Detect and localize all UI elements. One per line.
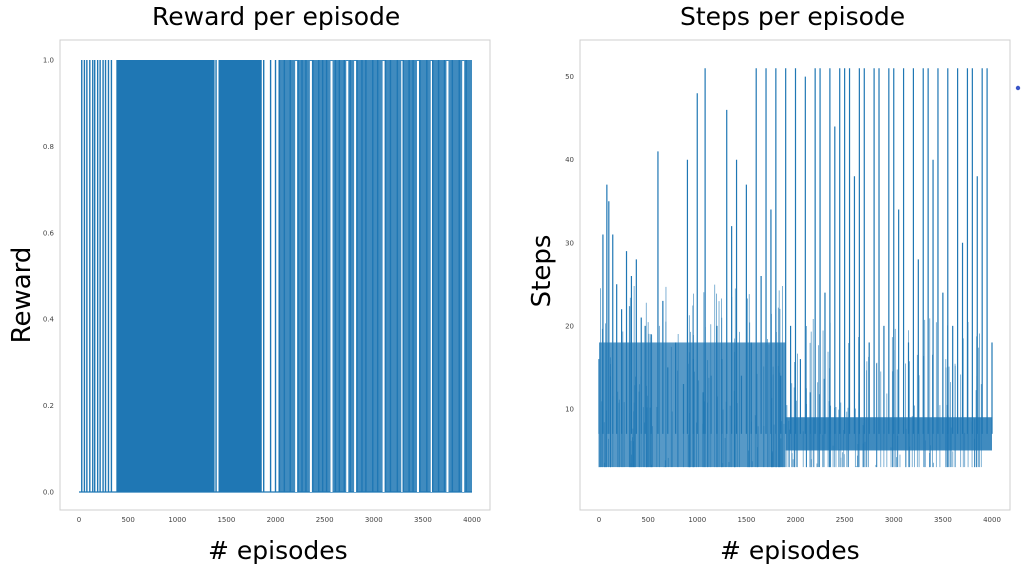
reward-x-tick-0: 0 — [77, 516, 81, 524]
reward-x-tick-6: 3000 — [365, 516, 383, 524]
reward-gap-5 — [382, 61, 385, 492]
reward-gap-9 — [446, 61, 449, 492]
steps-x-tick-5: 2500 — [836, 516, 854, 524]
reward-panel-title: Reward per episode — [152, 2, 401, 31]
reward-gap-10 — [462, 61, 465, 492]
reward-x-tick-7: 3500 — [414, 516, 432, 524]
reward-x-tick-3: 1500 — [217, 516, 235, 524]
steps-y-tick-2: 30 — [565, 239, 574, 247]
steps-x-tick-7: 3500 — [934, 516, 952, 524]
reward-gap-6 — [401, 61, 404, 492]
stray-dot-marker — [1015, 85, 1021, 91]
steps-x-tick-1: 500 — [641, 516, 654, 524]
steps-y-tick-0: 10 — [565, 405, 574, 413]
reward-x-tick-5: 2500 — [316, 516, 334, 524]
steps-x-tick-4: 2000 — [787, 516, 805, 524]
reward-y-tick-5: 1.0 — [43, 57, 54, 65]
steps-frame — [579, 39, 1011, 511]
reward-plot-area: 0.0 0.2 0.4 0.6 0.8 1.0 0 500 1000 1500 2000 2500 30… — [43, 39, 491, 524]
reward-y-tick-1: 0.2 — [43, 402, 54, 410]
reward-x-tick-1: 500 — [121, 516, 134, 524]
reward-y-tick-2: 0.4 — [43, 316, 55, 324]
reward-x-tick-2: 1000 — [168, 516, 186, 524]
reward-gap-1 — [309, 61, 312, 492]
reward-dense-block-1 — [218, 60, 262, 492]
steps-x-tick-3: 1500 — [737, 516, 755, 524]
reward-y-tick-0: 0.0 — [43, 489, 54, 497]
reward-gap-4 — [354, 61, 357, 492]
steps-y-tick-4: 50 — [565, 73, 574, 81]
reward-frame — [59, 39, 491, 511]
steps-x-tick-8: 4000 — [983, 516, 1001, 524]
steps-y-tick-3: 40 — [565, 156, 574, 164]
steps-x-axis-label: # episodes — [720, 536, 860, 565]
reward-gap-2 — [330, 61, 333, 492]
reward-x-axis-label: # episodes — [208, 536, 348, 565]
reward-gap-8 — [430, 61, 433, 492]
reward-dense-block-0 — [116, 60, 215, 492]
steps-x-tick-2: 1000 — [688, 516, 706, 524]
reward-gap-3 — [346, 61, 349, 492]
reward-gap-0 — [295, 61, 298, 492]
steps-panel-title: Steps per episode — [680, 2, 906, 31]
reward-y-tick-4: 0.8 — [43, 143, 54, 151]
reward-y-tick-3: 0.6 — [43, 229, 55, 237]
reward-x-tick-8: 4000 — [463, 516, 481, 524]
reward-gap-7 — [416, 61, 419, 492]
steps-y-tick-1: 20 — [565, 322, 574, 330]
steps-x-tick-6: 3000 — [885, 516, 903, 524]
reward-x-tick-4: 2000 — [267, 516, 285, 524]
reward-dense-block-right — [278, 60, 472, 492]
steps-x-tick-0: 0 — [597, 516, 601, 524]
